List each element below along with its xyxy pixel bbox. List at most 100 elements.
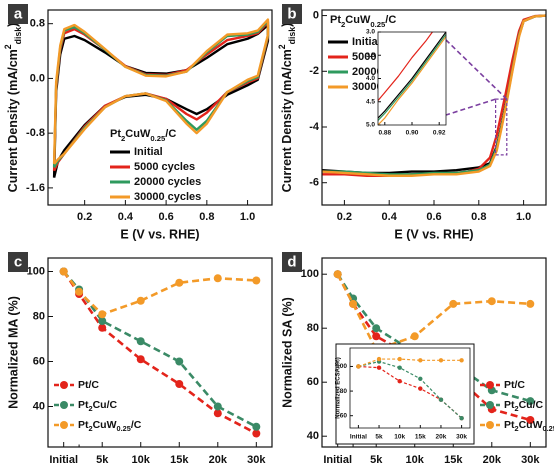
x-tick-label: Initial [323,454,352,466]
text-part: 2 [277,44,287,49]
marker [418,358,423,363]
y-tick-label: -2 [309,65,319,77]
plot-frame [47,257,273,448]
panel-letter: a [14,5,23,22]
plot-frame [47,9,273,206]
y-tick-label: 3.0 [366,29,375,36]
y-tick-label: 3.5 [366,52,375,59]
legend-marker [486,381,494,389]
text-part: Pt [78,419,89,431]
x-tick-label: 0.92 [433,130,446,137]
marker [252,276,261,285]
series-line [378,35,446,125]
legend-label: 20000 cycles [134,176,201,188]
x-tick-label: 10k [394,434,405,441]
text-part: 2 [515,404,519,413]
text-part: /C [385,14,396,26]
marker [59,267,68,276]
y-tick-label: 80 [307,322,319,334]
marker [449,299,458,308]
inset: 60 80 100 Initial 5k 10k 15k 20k 30k Normalized E… [336,347,471,441]
y-tick-label: -1.6 [26,182,45,194]
legend-label: Pt2Cu/C [78,399,118,414]
panel: 40 60 80 100 Initial 5k 10k 15k 20k 30k Normalized… [6,252,273,466]
marker [459,415,464,421]
x-tick-label: 1.0 [240,211,255,223]
plot-frame [321,9,547,206]
y-tick-label: 100 [27,265,45,277]
text-part: /C [131,419,142,431]
y-axis-label: Normalized SA (%) [280,297,294,408]
x-tick-label: 5k [375,434,383,441]
zoom-connector [445,39,508,100]
legend-label: 5000 cycles [134,161,195,173]
text-part: Pt [504,419,515,431]
text-part: 0.25 [117,424,131,433]
y-tick-label: -6 [309,177,319,189]
text-part: 2 [89,404,93,413]
marker [372,332,381,341]
x-tick-label: 0.6 [426,211,441,223]
marker [376,356,382,362]
text-part: CuW [519,419,543,431]
plot-frame [377,31,447,126]
text-part: 2 [3,44,13,49]
x-tick-label: 15k [170,454,189,466]
legend-marker [486,421,494,429]
marker [98,317,107,325]
zoom-connector [445,98,496,116]
x-tick-label: 20k [436,434,447,441]
y-tick-label: 0.0 [30,72,45,84]
x-tick-label: Initial [49,454,78,466]
panel: -1.6 -0.8 0.0 0.8 0.2 0.4 0.6 0.8 1.0 Current Den… [3,4,273,241]
panel-letter-box [8,4,28,24]
marker [376,365,382,370]
legend-label: Pt2Cu/C [504,399,544,414]
marker [397,356,402,362]
text-part: ) [6,23,20,27]
y-tick-label: 4.0 [366,75,375,82]
legend-label: Initial [352,36,381,48]
marker [136,355,145,364]
y-tick-label: 100 [301,268,319,280]
legend-marker [60,401,68,409]
marker [98,323,107,332]
x-tick-label: 0.2 [77,211,92,223]
series-line [378,33,446,122]
x-tick-label: 10k [132,454,151,466]
text-part: 0.25 [543,424,554,433]
x-tick-label: 20k [483,454,502,466]
y-tick-label: 80 [340,388,348,395]
series-line [358,358,462,368]
series-group [52,18,270,178]
x-tick-label: 15k [444,454,463,466]
x-axis-label: E (V vs. RHE) [394,227,473,241]
x-tick-label: 0.4 [118,211,134,223]
text-part: 0.25 [150,134,166,143]
plot-background [48,258,272,447]
series-group [333,270,535,424]
y-tick-label: -4 [309,121,320,133]
text-part: 2 [515,424,519,433]
marker [418,386,423,391]
x-tick-label: Initial [350,434,367,441]
marker [397,379,402,384]
panel-letter-box [282,4,302,24]
y-tick-label: 5.0 [366,122,375,129]
x-tick-label: 10k [406,454,425,466]
legend-title: Pt2CuW0.25/C [110,128,176,143]
x-tick-label: 0.6 [158,211,173,223]
legend-label: Pt/C [504,379,525,391]
legend-title: Pt2CuW0.25/C [330,14,396,29]
y-tick-label: 40 [33,400,45,412]
legend-label: Pt2CuW0.25/C [504,419,554,434]
marker [410,332,419,341]
x-tick-label: 1.0 [516,211,531,223]
marker [526,397,535,406]
series-line [52,18,270,165]
y-axis-label: Current Density (mA/cm2disk) [277,23,297,193]
marker [252,429,261,438]
y-tick-label: 60 [33,355,45,367]
text-part: Pt [504,399,515,411]
